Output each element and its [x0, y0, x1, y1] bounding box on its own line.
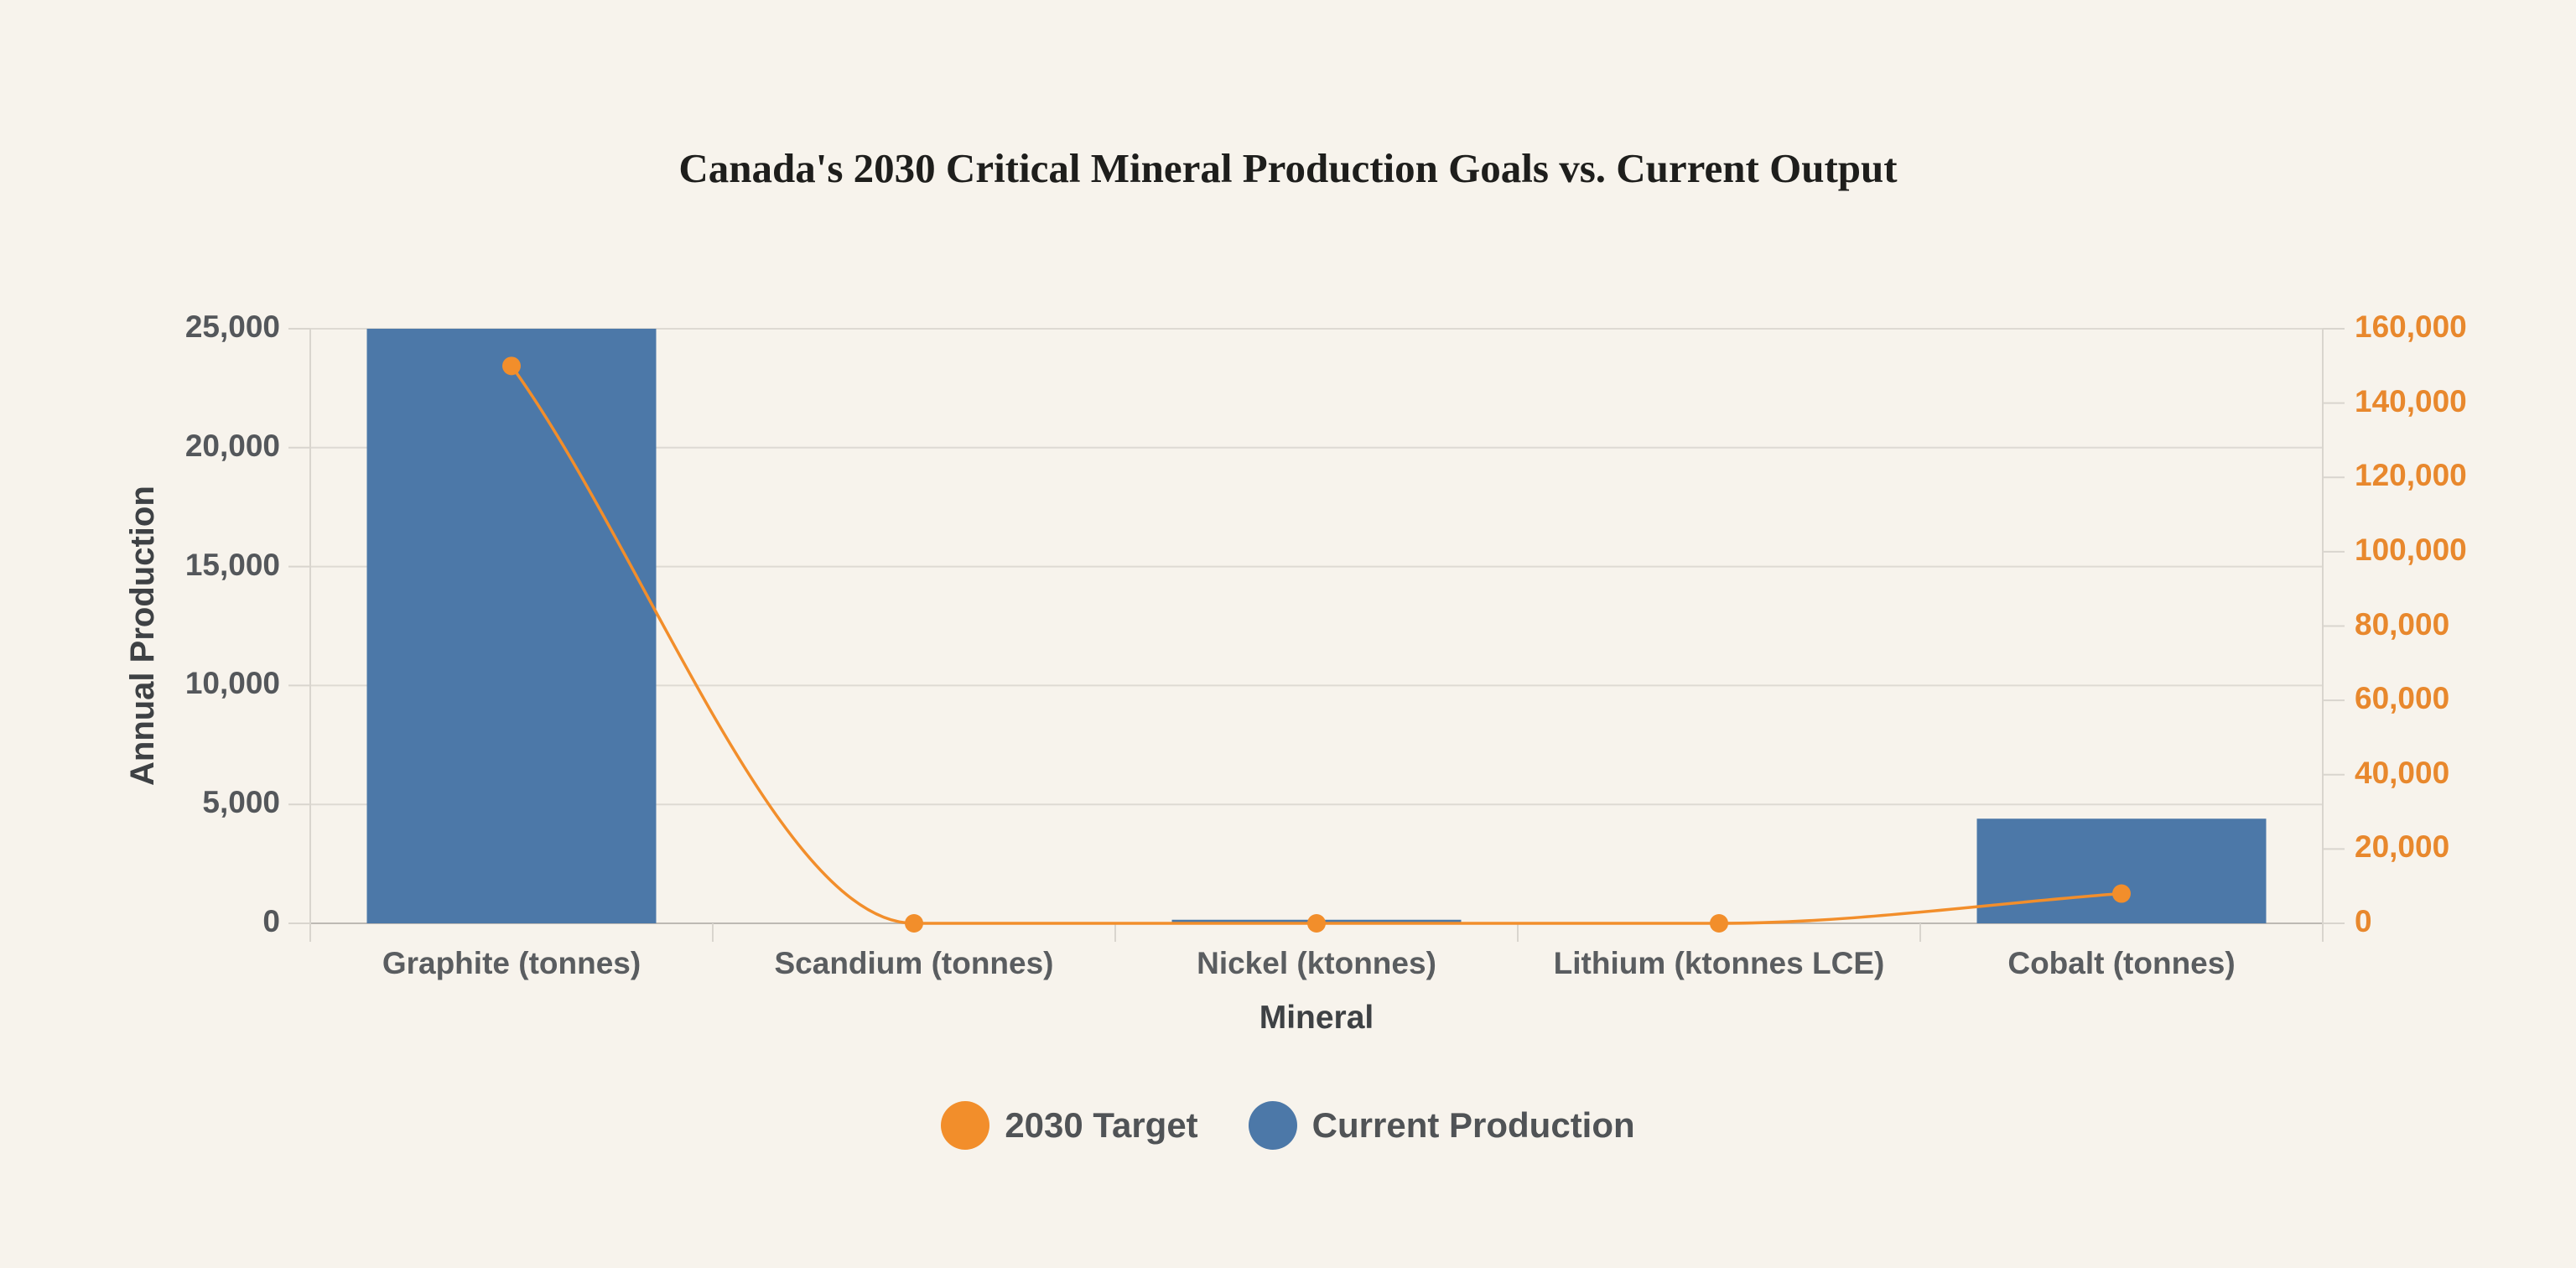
left-tick-label: 25,000 — [184, 309, 280, 344]
right-tick-label: 60,000 — [2355, 681, 2450, 716]
point-nickel — [1307, 914, 1326, 933]
right-tick-label: 160,000 — [2355, 309, 2467, 344]
legend: 2030 Target Current Production — [0, 1092, 2576, 1159]
legend-label: Current Production — [1311, 1105, 1635, 1145]
right-tick-label: 80,000 — [2355, 606, 2450, 642]
legend-swatch-circle — [941, 1101, 990, 1150]
right-tick-label: 100,000 — [2355, 532, 2467, 567]
category-label: Lithium (ktonnes LCE) — [1553, 946, 1885, 980]
legend-label: 2030 Target — [1005, 1105, 1198, 1145]
legend-item-2030-target[interactable]: 2030 Target — [941, 1101, 1198, 1150]
right-tick-label: 140,000 — [2355, 383, 2467, 418]
y-axis-title: Annual Production — [124, 485, 161, 786]
category-label: Cobalt (tonnes) — [2007, 946, 2236, 980]
point-scandium — [905, 914, 923, 933]
right-tick-label: 40,000 — [2355, 755, 2450, 790]
target-line — [510, 365, 2122, 925]
left-tick-label: 0 — [262, 904, 280, 938]
legend-item-current-production[interactable]: Current Production — [1248, 1101, 1635, 1150]
left-tick-label: 20,000 — [184, 428, 280, 463]
category-label: Graphite (tonnes) — [382, 946, 641, 980]
category-label: Nickel (ktonnes) — [1197, 946, 1436, 980]
chart-title: Canada's 2030 Critical Mineral Productio… — [678, 145, 1898, 191]
left-tick-label: 15,000 — [184, 547, 280, 582]
left-tick-label: 10,000 — [184, 666, 280, 701]
category-label: Scandium (tonnes) — [774, 946, 1054, 980]
right-tick-label: 120,000 — [2355, 458, 2467, 493]
legend-swatch-circle — [1248, 1101, 1297, 1150]
x-axis-title: Mineral — [1259, 1000, 1374, 1036]
point-graphite — [502, 356, 521, 376]
right-tick-label: 0 — [2355, 904, 2372, 938]
bar-cobalt — [1976, 818, 2267, 923]
point-lithium — [1710, 914, 1728, 933]
right-tick-label: 20,000 — [2355, 829, 2450, 865]
bar-graphite — [366, 329, 657, 923]
left-tick-label: 5,000 — [202, 785, 280, 820]
point-cobalt — [2112, 884, 2131, 903]
